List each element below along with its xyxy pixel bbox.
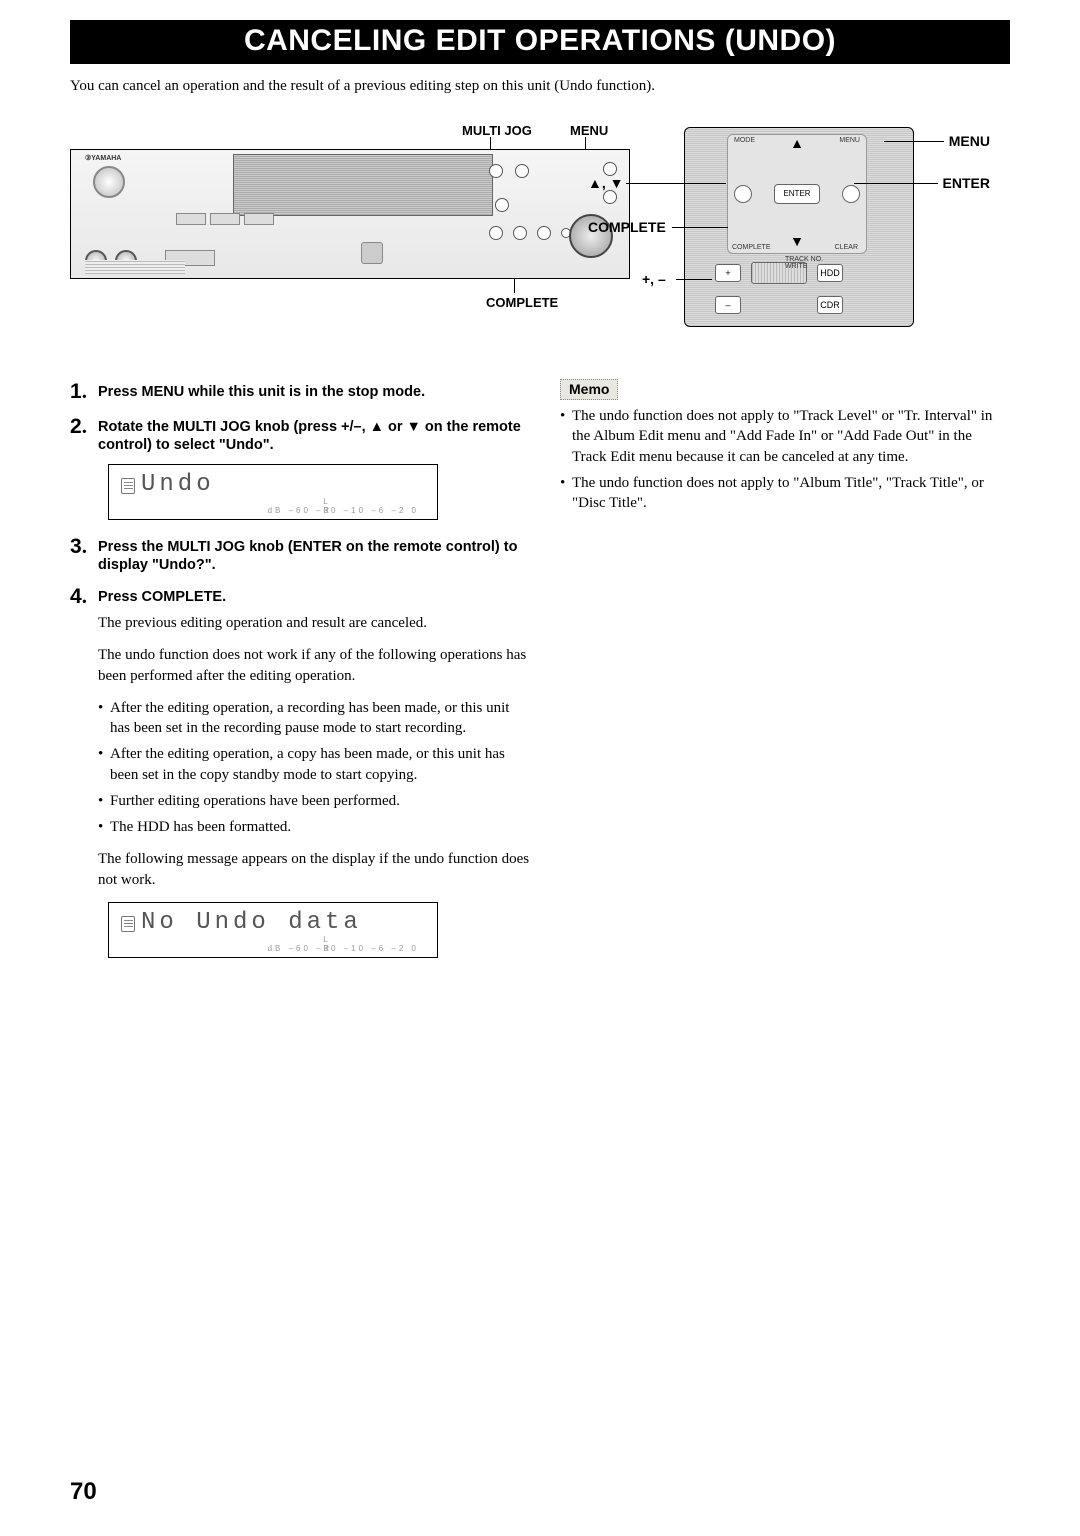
step-number: 2 xyxy=(70,415,82,438)
bullet-item: After the editing operation, a copy has … xyxy=(98,744,530,785)
lcd-undo: Undo LR dB –60 –30 –10 –6 –2 0 xyxy=(108,464,438,520)
mid-button xyxy=(361,242,383,264)
lcd-meter: dB –60 –30 –10 –6 –2 0 xyxy=(268,506,419,515)
lcd-text: No Undo data xyxy=(141,909,362,936)
power-dial xyxy=(93,166,125,198)
bullet-list: After the editing operation, a recording… xyxy=(98,698,530,838)
remote-plus-btn: + xyxy=(715,264,741,282)
remote-left-btn xyxy=(734,185,752,203)
small-buttons xyxy=(176,213,274,225)
remote-label-updown: ▲, ▼ xyxy=(588,175,624,191)
disc-icon xyxy=(121,478,135,494)
step-1: 1. Press MENU while this unit is in the … xyxy=(70,379,530,404)
remote-label-enter: ENTER xyxy=(943,175,990,191)
remote-menu-label: MENU xyxy=(839,137,860,144)
page-number: 70 xyxy=(70,1478,97,1506)
body-p2: The undo function does not work if any o… xyxy=(98,645,530,686)
unit-display xyxy=(233,154,493,216)
leader-line xyxy=(672,227,728,228)
remote-diagram: MODE MENU ▲ ▼ ENTER COMPLETE CLEAR + HDD… xyxy=(670,119,990,329)
step-number: 4 xyxy=(70,585,82,608)
step-2: 2. Rotate the MULTI JOG knob (press +/–,… xyxy=(70,414,530,454)
step-number: 1 xyxy=(70,380,82,403)
bullet-item: Further editing operations have been per… xyxy=(98,791,530,811)
step-number: 3 xyxy=(70,535,82,558)
remote-mode-label: MODE xyxy=(734,137,755,144)
memo-label: Memo xyxy=(560,379,618,400)
step-text: Press the MULTI JOG knob (ENTER on the r… xyxy=(98,539,517,573)
unit-body: ③YAMAHA xyxy=(70,149,630,279)
main-unit-diagram: MULTI JOG MENU ③YAMAHA xyxy=(70,119,630,329)
leader-line xyxy=(626,183,726,184)
remote-label-menu: MENU xyxy=(949,133,990,149)
left-column: 1. Press MENU while this unit is in the … xyxy=(70,379,530,972)
remote-clear-label: CLEAR xyxy=(835,244,858,251)
memo-item: The undo function does not apply to "Tra… xyxy=(560,406,1000,467)
remote-trackno-label: TRACK NO.WRITE xyxy=(785,256,823,270)
page-title-bar: CANCELING EDIT OPERATIONS (UNDO) xyxy=(70,20,1010,64)
remote-down-icon: ▼ xyxy=(790,235,804,251)
lcd-text: Undo xyxy=(141,471,215,498)
step-text: Press MENU while this unit is in the sto… xyxy=(98,384,425,400)
remote-right-btn xyxy=(842,185,860,203)
bullet-item: The HDD has been formatted. xyxy=(98,817,530,837)
remote-dpad: MODE MENU ▲ ▼ ENTER COMPLETE CLEAR xyxy=(727,134,867,254)
foot-bar xyxy=(85,260,185,274)
step-3: 3. Press the MULTI JOG knob (ENTER on th… xyxy=(70,534,530,574)
label-complete: COMPLETE xyxy=(486,295,558,310)
remote-complete-label: COMPLETE xyxy=(732,244,771,251)
step-4: 4. Press COMPLETE. xyxy=(70,584,530,609)
leader-line xyxy=(676,279,712,280)
label-menu: MENU xyxy=(570,123,608,138)
remote-label-complete: COMPLETE xyxy=(588,219,666,235)
right-column: Memo The undo function does not apply to… xyxy=(560,379,1000,972)
leader-line xyxy=(854,183,938,184)
step-text: Press COMPLETE. xyxy=(98,589,226,605)
step-text: Rotate the MULTI JOG knob (press +/–, ▲ … xyxy=(98,419,521,453)
remote-enter-btn: ENTER xyxy=(774,184,820,204)
remote-cdr-btn: CDR xyxy=(817,296,843,314)
diagram-row: MULTI JOG MENU ③YAMAHA xyxy=(70,119,1010,329)
disc-icon xyxy=(121,916,135,932)
label-multi-jog: MULTI JOG xyxy=(462,123,532,138)
brand-text: ③YAMAHA xyxy=(85,154,121,162)
lcd-no-undo: No Undo data LR dB –60 –30 –10 –6 –2 0 xyxy=(108,902,438,958)
remote-minus-btn: – xyxy=(715,296,741,314)
remote-label-plusminus: +, – xyxy=(642,271,666,287)
remote-up-icon: ▲ xyxy=(790,137,804,153)
content-columns: 1. Press MENU while this unit is in the … xyxy=(70,379,1010,972)
leader-line xyxy=(514,279,515,293)
body-p3: The following message appears on the dis… xyxy=(98,849,530,890)
body-p1: The previous editing operation and resul… xyxy=(98,613,530,633)
leader-line xyxy=(884,141,944,142)
lcd-meter: dB –60 –30 –10 –6 –2 0 xyxy=(268,944,419,953)
bullet-item: After the editing operation, a recording… xyxy=(98,698,530,739)
memo-item: The undo function does not apply to "Alb… xyxy=(560,473,1000,514)
intro-text: You can cancel an operation and the resu… xyxy=(70,78,1010,95)
memo-list: The undo function does not apply to "Tra… xyxy=(560,406,1000,513)
